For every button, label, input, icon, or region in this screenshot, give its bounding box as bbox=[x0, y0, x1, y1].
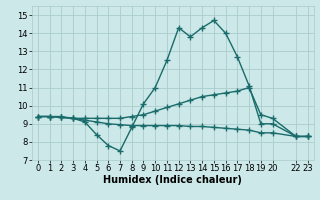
X-axis label: Humidex (Indice chaleur): Humidex (Indice chaleur) bbox=[103, 175, 242, 185]
